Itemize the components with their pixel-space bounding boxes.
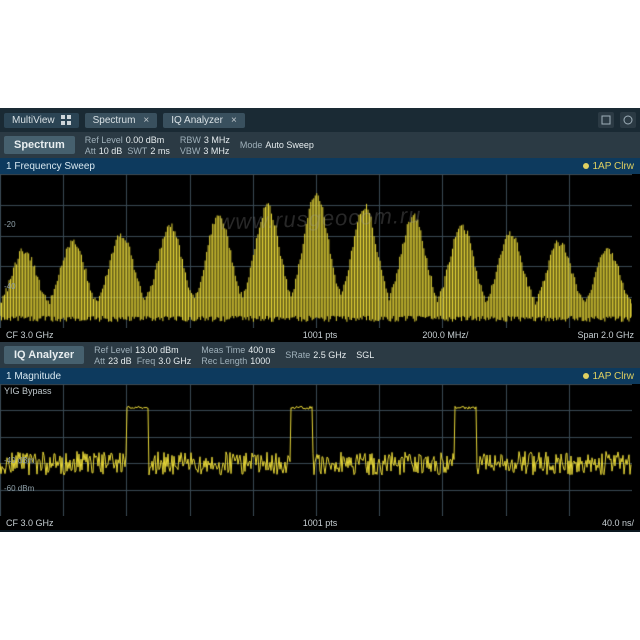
- iq-sgl: SGL: [356, 350, 374, 360]
- cf-label: CF 3.0 GHz: [6, 518, 54, 528]
- iq-canvas: [0, 384, 632, 516]
- spectrum-title-strip: 1 Frequency Sweep 1AP Clrw: [0, 158, 640, 174]
- spectrum-footer: CF 3.0 GHz 1001 pts 200.0 MHz/ Span 2.0 …: [0, 328, 640, 342]
- tab-bar: MultiView Spectrum × IQ Analyzer ×: [0, 108, 640, 132]
- iq-srate: 2.5 GHz: [313, 350, 346, 360]
- cf-label: CF 3.0 GHz: [6, 330, 54, 340]
- rbw-value: 3 MHz: [204, 135, 230, 145]
- mode-value: Auto Sweep: [265, 140, 314, 150]
- yig-bypass-label: YIG Bypass: [4, 386, 52, 396]
- tab-label: Spectrum: [93, 115, 136, 126]
- trace-tag: 1AP Clrw: [583, 371, 635, 382]
- trace-tag: 1AP Clrw: [583, 161, 635, 172]
- swt-value: 2 ms: [150, 146, 170, 156]
- iq-meas-time: 400 ns: [248, 345, 275, 355]
- panel-label-iq[interactable]: IQ Analyzer: [4, 346, 84, 364]
- iq-att: 23 dB: [108, 356, 132, 366]
- iq-params: IQ Analyzer Ref Level13.00 dBm Att23 dB …: [0, 342, 640, 368]
- trace-dot-icon: [583, 163, 589, 169]
- step-label: 200.0 MHz/: [422, 330, 468, 340]
- tab-label: IQ Analyzer: [171, 115, 223, 126]
- spectrum-params: Spectrum Ref Level0.00 dBm Att10 dB SWT2…: [0, 132, 640, 158]
- iq-rec-length: 1000: [250, 356, 270, 366]
- spectrum-plot[interactable]: www.rusgeocom.ru -20-40: [0, 174, 640, 328]
- pts-label: 1001 pts: [303, 518, 338, 528]
- vbw-value: 3 MHz: [203, 146, 229, 156]
- toolbar-icon-2[interactable]: [620, 112, 636, 128]
- iq-footer: CF 3.0 GHz 1001 pts 40.0 ns/: [0, 516, 640, 530]
- tab-spectrum[interactable]: Spectrum ×: [85, 113, 158, 128]
- spectrum-title: 1 Frequency Sweep: [6, 161, 95, 172]
- pts-label: 1001 pts: [303, 330, 338, 340]
- toolbar-icon-1[interactable]: [598, 112, 614, 128]
- span-label: Span 2.0 GHz: [577, 330, 634, 340]
- tab-multiview[interactable]: MultiView: [4, 113, 79, 128]
- ref-level-value: 0.00 dBm: [126, 135, 165, 145]
- trace-dot-icon: [583, 373, 589, 379]
- close-icon[interactable]: ×: [143, 115, 149, 126]
- close-icon[interactable]: ×: [231, 115, 237, 126]
- iq-plot[interactable]: YIG Bypass -40 dBm-60 dBm: [0, 384, 640, 516]
- iq-title-strip: 1 Magnitude 1AP Clrw: [0, 368, 640, 384]
- tab-iq-analyzer[interactable]: IQ Analyzer ×: [163, 113, 245, 128]
- tab-label: MultiView: [12, 115, 55, 126]
- multiview-icon: [61, 115, 71, 125]
- time-div-label: 40.0 ns/: [602, 518, 634, 528]
- att-value: 10 dB: [99, 146, 123, 156]
- iq-freq: 3.0 GHz: [158, 356, 191, 366]
- iq-ref-level: 13.00 dBm: [135, 345, 179, 355]
- iq-title: 1 Magnitude: [6, 371, 61, 382]
- analyzer-window: MultiView Spectrum × IQ Analyzer × Spect…: [0, 108, 640, 532]
- panel-label-spectrum[interactable]: Spectrum: [4, 136, 75, 154]
- spectrum-canvas: [0, 174, 632, 328]
- toolbar-icons: [598, 112, 636, 128]
